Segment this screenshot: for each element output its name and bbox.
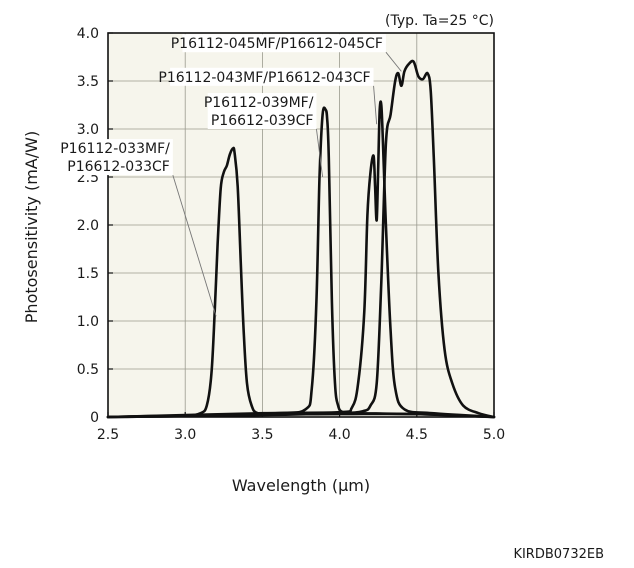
x-tick-label: 3.0	[174, 427, 196, 443]
label-leader-line	[385, 51, 402, 72]
series-label-text: P16112-033MF/	[60, 141, 170, 157]
y-tick-label: 0	[90, 410, 99, 426]
x-tick-label: 5.0	[483, 427, 505, 443]
series-label-text: P16612-039CF	[211, 113, 314, 129]
y-axis-ticks: 00.51.01.52.02.53.03.54.0	[77, 26, 113, 426]
label-leader-line	[315, 128, 324, 178]
series-label-text: P16112-043MF/P16612-043CF	[158, 70, 370, 86]
label-leader-line	[373, 85, 378, 125]
series-curves	[106, 59, 496, 419]
series-label-bg	[170, 67, 374, 86]
x-tick-label: 3.5	[251, 427, 273, 443]
series-line-3	[106, 100, 496, 419]
document-code: KIRDB0732EB	[513, 547, 604, 562]
y-tick-label: 3.0	[77, 122, 99, 138]
y-tick-label: 1.0	[77, 314, 99, 330]
series-label-bg	[64, 139, 173, 176]
label-leaders	[172, 51, 402, 317]
series-label-bg	[182, 34, 386, 53]
y-tick-label: 0.5	[77, 362, 99, 378]
x-tick-label: 4.5	[406, 427, 428, 443]
series-label-bg	[207, 93, 317, 129]
y-tick-label: 3.5	[77, 74, 99, 90]
y-tick-label: 2.0	[77, 218, 99, 234]
series-label-text: P16612-033CF	[67, 159, 170, 175]
series-label-text: P16112-039MF/	[204, 95, 314, 111]
x-tick-label: 2.5	[97, 427, 119, 443]
label-leader-line	[172, 174, 217, 317]
y-tick-label: 4.0	[77, 26, 99, 42]
series-label-text: P16112-045MF/P16612-045CF	[171, 36, 383, 52]
x-axis-title: Wavelength (μm)	[232, 476, 370, 495]
condition-note: (Typ. Ta=25 °C)	[385, 13, 494, 29]
series-labels: P16112-033MF/P16612-033CF P16112-039MF/P1…	[60, 34, 386, 176]
series-line-4	[106, 59, 496, 419]
x-axis-ticks: 2.5 3.0 3.5 4.0 4.5 5.0	[97, 412, 505, 443]
y-axis-title: Photosensitivity (mA/W)	[22, 131, 41, 323]
x-tick-label: 4.0	[328, 427, 350, 443]
y-tick-label: 1.5	[77, 266, 99, 282]
